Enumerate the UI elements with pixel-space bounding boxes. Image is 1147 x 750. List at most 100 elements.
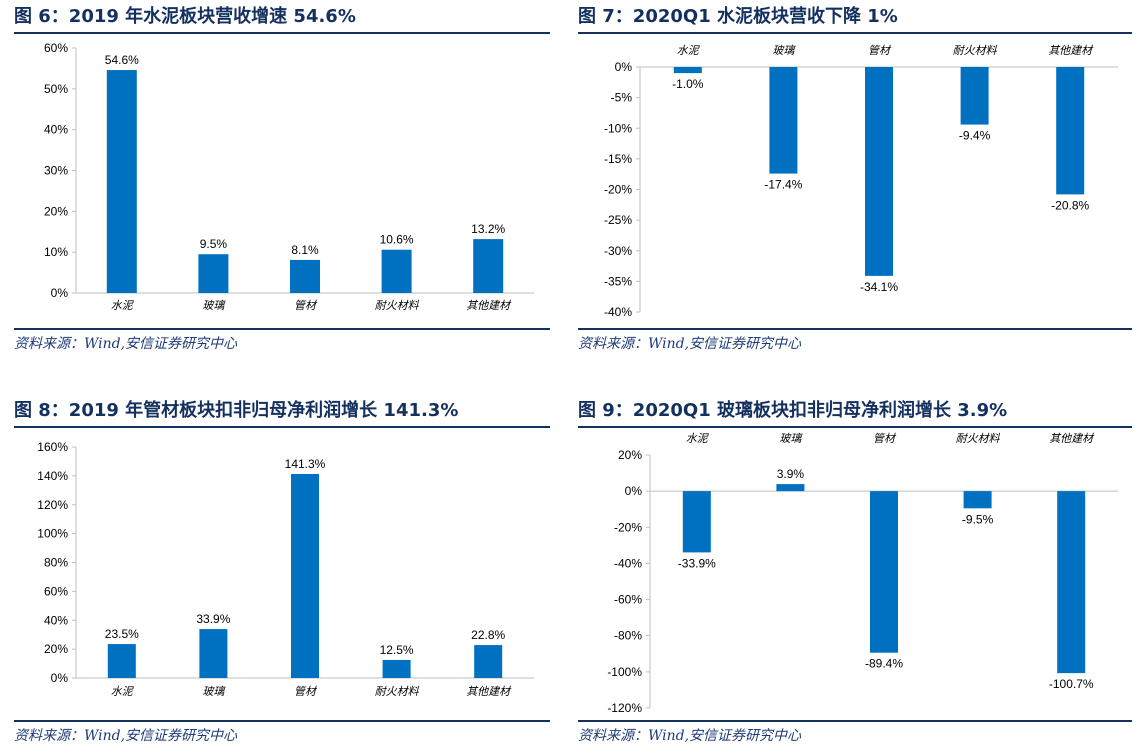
y-tick-label: 160% (37, 440, 68, 454)
y-tick-label: 0% (625, 484, 643, 498)
data-label: 22.8% (471, 628, 505, 642)
bar (290, 259, 320, 293)
bar (474, 645, 503, 678)
title-rule (14, 32, 550, 34)
category-label: 耐火材料 (956, 432, 1001, 445)
category-label: 管材 (294, 685, 318, 698)
category-label: 水泥 (111, 685, 135, 698)
y-tick-label: 0% (51, 671, 69, 685)
y-tick-label: -120% (607, 701, 642, 715)
data-label: 9.5% (200, 237, 228, 251)
bar (382, 659, 411, 678)
bar (1057, 491, 1086, 674)
bar (963, 491, 992, 509)
y-tick-label: 0% (615, 60, 633, 74)
data-label: -9.5% (962, 512, 994, 526)
data-label: 10.6% (380, 233, 414, 247)
category-label: 其他建材 (1049, 432, 1095, 445)
category-label: 管材 (294, 299, 318, 312)
source-note: 资料来源：Wind,安信证券研究中心 (14, 336, 238, 352)
y-tick-label: 30% (44, 164, 68, 178)
y-tick-label: -20% (604, 183, 632, 197)
y-tick-label: -20% (614, 520, 642, 534)
y-tick-label: -40% (614, 556, 642, 570)
y-tick-label: 20% (44, 642, 68, 656)
data-label: 141.3% (285, 457, 326, 471)
y-tick-label: 100% (37, 527, 68, 541)
source-rule (578, 328, 1132, 330)
data-label: 13.2% (471, 222, 505, 236)
data-label: -20.8% (1051, 198, 1089, 212)
y-tick-label: -30% (604, 244, 632, 258)
bar-chart: 0% 20% 40% 60% 80% 100% 120% 140% 160% 23.5% 水泥 33.… (37, 440, 534, 698)
bar (291, 473, 319, 678)
category-label: 其他建材 (466, 299, 512, 312)
source-rule (578, 720, 1132, 722)
y-tick-label: -40% (604, 305, 632, 319)
y-tick-label: 40% (44, 123, 68, 137)
title-rule (578, 32, 1132, 34)
figure-title: 图 6：2019 年水泥板块营收增速 54.6% (14, 6, 356, 27)
figure-7: 图 7：2020Q1 水泥板块营收下降 1% 0% -5% -10% -15% -20%… (578, 6, 1132, 356)
title-rule (14, 426, 550, 428)
y-tick-label: -15% (604, 152, 632, 166)
figure-title: 图 9：2020Q1 玻璃板块扣非归母净利润增长 3.9% (578, 400, 1008, 421)
data-label: -89.4% (865, 657, 903, 671)
category-label: 耐火材料 (375, 299, 420, 312)
figure-title: 图 7：2020Q1 水泥板块营收下降 1% (578, 6, 898, 27)
bar (960, 67, 989, 125)
data-label: 33.9% (196, 612, 230, 626)
bar-chart: 20% 0% -20% -40% -60% -80% -100% -120% -33.9% 水泥 3… (607, 432, 1118, 715)
y-tick-label: 20% (618, 448, 642, 462)
category-label: 其他建材 (466, 685, 512, 698)
data-label: 54.6% (105, 53, 139, 67)
y-tick-label: -100% (607, 665, 642, 679)
y-tick-label: 10% (44, 245, 68, 259)
y-tick-label: -10% (604, 121, 632, 135)
category-label: 水泥 (111, 299, 135, 312)
category-label: 管材 (868, 44, 892, 57)
bar (682, 491, 711, 553)
y-tick-label: -25% (604, 213, 632, 227)
source-note: 资料来源：Wind,安信证券研究中心 (14, 728, 238, 744)
bar-chart: 0% -5% -10% -15% -20% -25% -30% -35% -40% -1.0% 水泥… (604, 44, 1118, 319)
category-label: 水泥 (677, 44, 701, 57)
category-label: 耐火材料 (375, 685, 420, 698)
y-tick-label: -35% (604, 274, 632, 288)
bar (776, 484, 805, 492)
bar (865, 67, 893, 276)
data-label: -17.4% (764, 178, 802, 192)
bar (673, 67, 702, 74)
bar (381, 249, 412, 293)
category-label: 玻璃 (779, 432, 803, 445)
source-note: 资料来源：Wind,安信证券研究中心 (578, 728, 802, 744)
figure-8: 图 8：2019 年管材板块扣非归母净利润增长 141.3% 0% 20% 40% 6… (14, 400, 550, 750)
y-tick-label: -5% (611, 91, 633, 105)
category-label: 水泥 (686, 432, 710, 445)
data-label: 8.1% (291, 243, 319, 257)
bar (769, 67, 798, 174)
y-tick-label: 40% (44, 613, 68, 627)
category-label: 玻璃 (772, 44, 796, 57)
y-tick-label: 120% (37, 498, 68, 512)
data-label: 3.9% (777, 467, 805, 481)
y-tick-label: 0% (51, 286, 69, 300)
y-tick-label: 140% (37, 469, 68, 483)
bar (198, 254, 229, 293)
data-label: -100.7% (1049, 677, 1094, 691)
bar (199, 629, 228, 678)
bar (473, 239, 504, 293)
bar (107, 644, 136, 678)
figure-6: 图 6：2019 年水泥板块营收增速 54.6% 0% 10% 20% 30% 40% 5… (14, 6, 550, 356)
data-label: -1.0% (672, 77, 704, 91)
data-label: -34.1% (860, 280, 898, 294)
category-label: 耐火材料 (953, 44, 998, 57)
y-tick-label: 60% (44, 41, 68, 55)
source-rule (14, 328, 550, 330)
data-label: -33.9% (678, 556, 716, 570)
y-tick-label: 50% (44, 82, 68, 96)
bar (870, 491, 898, 653)
data-label: 12.5% (380, 643, 414, 657)
y-tick-label: 20% (44, 204, 68, 218)
y-tick-label: 60% (44, 584, 68, 598)
